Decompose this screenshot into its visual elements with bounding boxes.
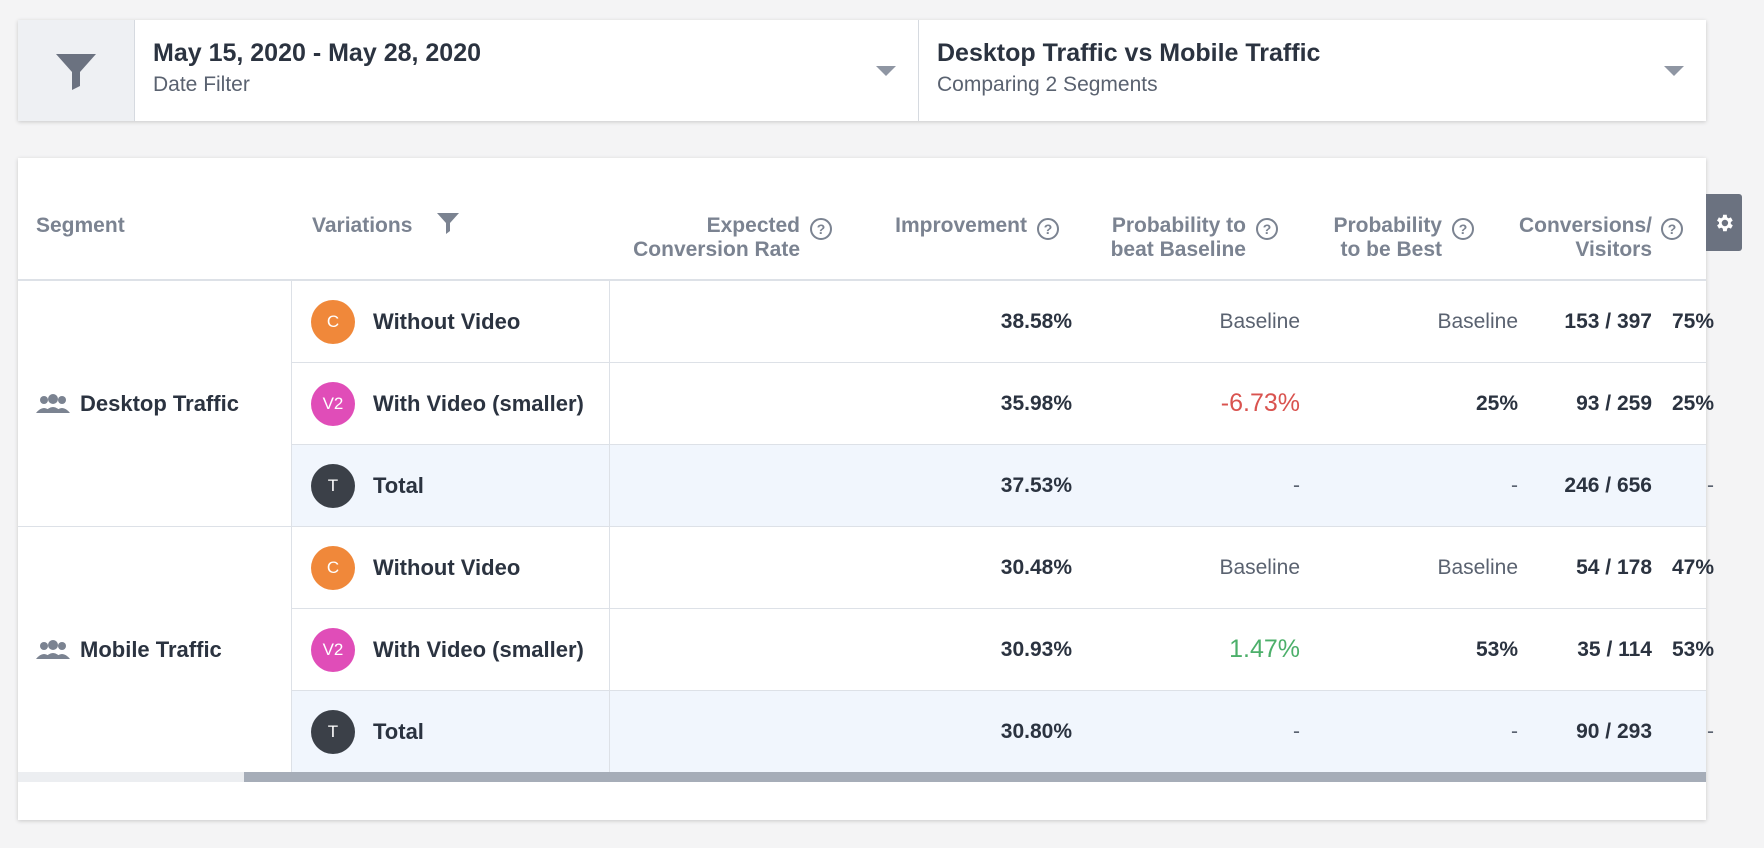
improvement: -	[1293, 719, 1300, 743]
improvement: 1.47%	[1229, 635, 1300, 663]
improvement: Baseline	[1219, 555, 1300, 579]
variation-badge: T	[311, 463, 355, 508]
expected-conversion-rate: 35.98%	[1000, 391, 1072, 415]
segment-cell-mobile: Mobile Traffic	[18, 527, 292, 772]
variation-badge: C	[311, 545, 355, 590]
gear-icon	[1717, 214, 1733, 231]
probability-best: -	[1707, 473, 1714, 497]
probability-best: 53%	[1671, 637, 1714, 661]
header-variations: Variations	[312, 214, 413, 237]
variation-cell: C Without Video	[292, 527, 610, 608]
header-segment: Segment	[36, 214, 125, 237]
variation-name: Total	[373, 718, 424, 744]
variation-name: With Video (smaller)	[373, 636, 584, 662]
segment-comparison-title: Desktop Traffic vs Mobile Traffic	[937, 39, 1321, 67]
help-icon[interactable]: ?	[810, 218, 832, 240]
variation-badge: T	[311, 709, 355, 754]
horizontal-scrollbar[interactable]	[18, 772, 1706, 782]
header-probability-best: Probability to be Best	[1333, 214, 1442, 261]
expected-conversion-rate: 38.58%	[1000, 309, 1072, 333]
variation-badge: V2	[311, 627, 355, 672]
help-icon[interactable]: ?	[1452, 218, 1474, 240]
variation-badge: C	[311, 299, 355, 344]
help-icon[interactable]: ?	[1037, 218, 1059, 240]
improvement: Baseline	[1219, 309, 1300, 333]
variation-name: With Video (smaller)	[373, 390, 584, 416]
chevron-down-icon	[876, 66, 896, 76]
expected-conversion-rate: 37.53%	[1000, 473, 1072, 497]
probability-beat-baseline: 53%	[1475, 637, 1518, 661]
expected-conversion-rate: 30.48%	[1000, 555, 1072, 579]
segment-divider	[18, 526, 292, 527]
header-expected-conversion-rate: Expected Conversion Rate	[633, 214, 800, 261]
segment-cell-desktop: Desktop Traffic	[18, 281, 292, 527]
variation-cell: C Without Video	[292, 281, 610, 362]
header-improvement: Improvement	[895, 214, 1027, 237]
header-probability-beat-baseline: Probability to beat Baseline	[1110, 214, 1246, 261]
probability-best: 75%	[1671, 309, 1714, 333]
table-row-total: T Total 30.80% - - -	[292, 691, 1714, 773]
segment-name: Desktop Traffic	[80, 391, 239, 416]
improvement: -6.73%	[1220, 389, 1300, 417]
chevron-down-icon	[1664, 66, 1684, 76]
segment-name: Mobile Traffic	[80, 636, 222, 662]
expected-conversion-rate: 30.93%	[1000, 637, 1072, 661]
help-icon[interactable]: ?	[1661, 218, 1683, 240]
header-conversions-visitors: Conversions/ Visitors	[1518, 214, 1652, 261]
table-row: V2 With Video (smaller) 30.93% 1.47% 53%…	[292, 609, 1714, 691]
scrollbar-thumb[interactable]	[244, 772, 1706, 782]
filter-button[interactable]	[18, 20, 135, 121]
users-icon	[36, 639, 70, 659]
date-filter-label: Date Filter	[153, 73, 250, 96]
variation-badge: V2	[311, 381, 355, 426]
date-filter-dropdown[interactable]: May 15, 2020 - May 28, 2020 Date Filter	[135, 20, 919, 121]
variation-name: Without Video	[373, 308, 521, 334]
users-icon	[36, 394, 70, 413]
date-range-title: May 15, 2020 - May 28, 2020	[153, 39, 482, 67]
segment-comparison-dropdown[interactable]: Desktop Traffic vs Mobile Traffic Compar…	[919, 20, 1706, 121]
probability-beat-baseline: Baseline	[1437, 555, 1518, 579]
probability-best: 47%	[1671, 555, 1714, 579]
probability-best: 25%	[1671, 391, 1714, 415]
table-row: V2 With Video (smaller) 35.98% -6.73% 25…	[292, 363, 1714, 445]
probability-beat-baseline: -	[1511, 473, 1518, 497]
table-row-total: T Total 37.53% - - -	[292, 445, 1714, 527]
probability-beat-baseline: -	[1511, 719, 1518, 743]
table-header: Segment Variations Expected Conversion R…	[18, 158, 1706, 281]
expected-conversion-rate: 30.80%	[1000, 719, 1072, 743]
variations-filter-icon[interactable]	[436, 211, 460, 235]
segment-comparison-label: Comparing 2 Segments	[937, 73, 1158, 96]
variation-cell: T Total	[292, 691, 610, 772]
table-settings-button[interactable]	[1706, 194, 1742, 251]
variation-name: Total	[373, 472, 424, 498]
table-row: C Without Video 30.48% Baseline Baseline…	[292, 527, 1714, 609]
results-table-card: Segment Variations Expected Conversion R…	[18, 158, 1714, 820]
variation-cell: T Total	[292, 445, 610, 526]
help-icon[interactable]: ?	[1256, 218, 1278, 240]
variation-cell: V2 With Video (smaller)	[292, 609, 610, 690]
improvement: -	[1293, 473, 1300, 497]
probability-beat-baseline: 25%	[1475, 391, 1518, 415]
table-row: C Without Video 38.58% Baseline Baseline…	[292, 281, 1714, 363]
filter-bar: May 15, 2020 - May 28, 2020 Date Filter …	[18, 20, 1706, 121]
probability-beat-baseline: Baseline	[1437, 309, 1518, 333]
funnel-icon	[56, 53, 96, 90]
variation-name: Without Video	[373, 554, 521, 580]
probability-best: -	[1707, 719, 1714, 743]
variation-cell: V2 With Video (smaller)	[292, 363, 610, 444]
